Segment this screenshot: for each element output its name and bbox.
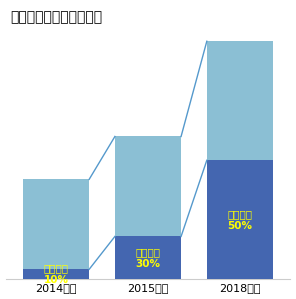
Bar — [207, 160, 273, 279]
Bar — [23, 269, 89, 279]
Text: 車載比率
10%: 車載比率 10% — [44, 263, 69, 285]
Text: めっき事業の売上高推移: めっき事業の売上高推移 — [10, 10, 102, 24]
Bar — [115, 136, 181, 279]
Text: 車載比率
50%: 車載比率 50% — [227, 209, 252, 231]
Bar — [23, 179, 89, 279]
Bar — [207, 41, 273, 279]
Text: 車載比率
30%: 車載比率 30% — [136, 247, 160, 269]
Bar — [115, 237, 181, 279]
